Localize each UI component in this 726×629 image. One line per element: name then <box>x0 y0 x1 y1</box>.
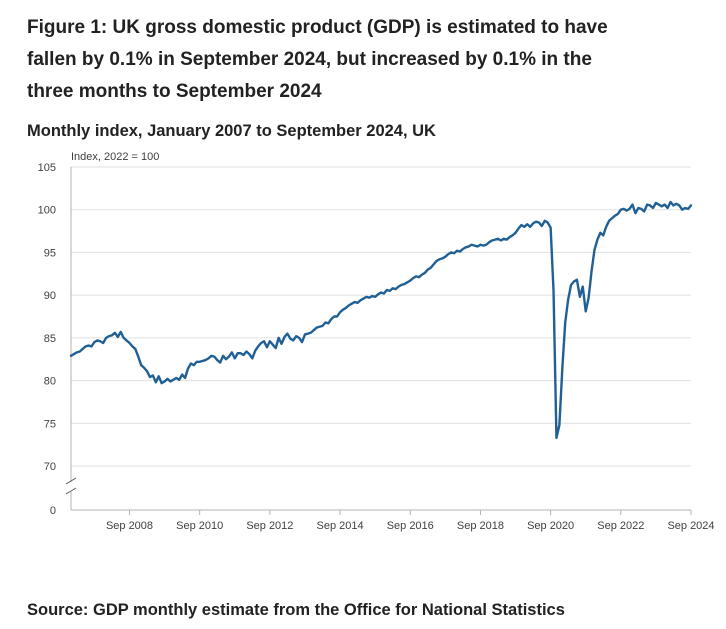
gdp-line-chart: 105 100 95 90 85 80 75 70 0 Sep 2008 Sep 2010 Sep 2… <box>38 151 715 532</box>
axis-break-mark-1 <box>65 477 77 485</box>
chart-subtitle: Monthly index, January 2007 to September… <box>27 122 436 140</box>
x-tick-label: Sep 2022 <box>597 520 644 532</box>
axis-break-mark-2 <box>65 487 77 495</box>
y-tick-label: 70 <box>44 461 56 473</box>
y-tick-label: 85 <box>44 333 56 345</box>
y-tick-label: 0 <box>50 505 56 517</box>
x-tick-label: Sep 2020 <box>527 520 574 532</box>
y-tick-label: 95 <box>44 247 56 259</box>
figure-title: Figure 1: UK gross domestic product (GDP… <box>27 17 608 102</box>
y-tick-label: 90 <box>44 290 56 302</box>
y-tick-label: 105 <box>38 162 56 174</box>
source-note: Source: GDP monthly estimate from the Of… <box>27 601 565 619</box>
x-tick-label: Sep 2008 <box>106 520 153 532</box>
x-tick-label: Sep 2024 <box>667 520 714 532</box>
axes: 105 100 95 90 85 80 75 70 0 Sep 2008 Sep 2010 Sep 2… <box>38 162 715 532</box>
y-tick-label: 80 <box>44 376 56 388</box>
y-axis-unit-label: Index, 2022 = 100 <box>71 151 159 163</box>
x-tick-label: Sep 2014 <box>317 520 364 532</box>
x-tick-label: Sep 2012 <box>246 520 293 532</box>
x-tick-label: Sep 2010 <box>176 520 223 532</box>
gridlines <box>71 166 691 511</box>
series-layer <box>69 200 693 440</box>
y-tick-label: 100 <box>38 205 56 217</box>
x-tick-label: Sep 2018 <box>457 520 504 532</box>
x-tick-label: Sep 2016 <box>387 520 434 532</box>
y-tick-label: 75 <box>44 418 56 430</box>
series-line-gdp-index <box>69 200 693 440</box>
